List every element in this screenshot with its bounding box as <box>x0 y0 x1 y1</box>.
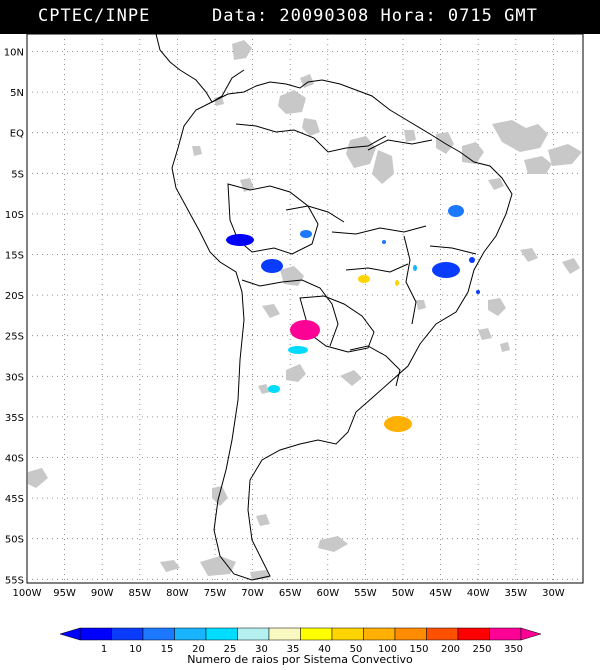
legend-value-label: 350 <box>504 644 523 655</box>
legend-value-label: 20 <box>192 644 205 655</box>
cell <box>469 257 475 263</box>
convective-systems <box>226 205 480 432</box>
legend-swatch <box>426 627 459 641</box>
legend-swatch <box>331 627 364 641</box>
legend-swatch <box>363 627 396 641</box>
lon-tick-label: 70W <box>241 588 264 599</box>
legend-value-label: 50 <box>350 644 363 655</box>
lat-tick-label: 45S <box>5 494 24 505</box>
legend-values: 1 10 15 20 25 30 35 40 50 100 150 200 250 350 <box>101 644 523 655</box>
cell <box>432 262 460 278</box>
legend-colorbar <box>59 627 542 641</box>
lon-tick-label: 45W <box>429 588 452 599</box>
lon-tick-label: 80W <box>166 588 189 599</box>
cell <box>261 259 283 273</box>
lon-tick-label: 50W <box>392 588 415 599</box>
lat-tick-label: 20S <box>5 291 24 302</box>
lat-tick-label: 15S <box>5 251 24 262</box>
legend-value-label: 10 <box>129 644 142 655</box>
lat-tick-label: 5S <box>11 169 24 180</box>
cell <box>382 240 386 244</box>
lat-tick-label: 35S <box>5 413 24 424</box>
lat-tick-label: 50S <box>5 535 24 546</box>
legend-value-label: 40 <box>318 644 331 655</box>
legend-value-label: 100 <box>378 644 397 655</box>
cell <box>268 385 280 393</box>
cell <box>288 346 308 354</box>
date-time-label: Data: 20090308 Hora: 0715 GMT <box>212 6 538 26</box>
lon-tick-label: 40W <box>467 588 490 599</box>
lat-tick-label: 40S <box>5 454 24 465</box>
lat-tick-label: 5N <box>10 88 24 99</box>
source-label: CPTEC/INPE <box>38 6 151 26</box>
legend-value-label: 25 <box>224 644 237 655</box>
legend-value-label: 250 <box>472 644 491 655</box>
lon-tick-label: 35W <box>504 588 527 599</box>
lat-tick-label: 10S <box>5 210 24 221</box>
cell <box>300 230 312 238</box>
cell <box>413 265 417 271</box>
legend-value-label: 1 <box>101 644 107 655</box>
legend-swatch <box>457 627 490 641</box>
legend-value-label: 150 <box>409 644 428 655</box>
legend-swatch <box>237 627 270 641</box>
legend-value-label: 15 <box>161 644 174 655</box>
lat-tick-label: EQ <box>10 129 24 140</box>
legend-swatch <box>142 627 175 641</box>
cell <box>476 290 480 294</box>
lat-tick-label: 10N <box>4 48 24 59</box>
cell <box>290 320 320 340</box>
legend-swatch <box>79 627 112 641</box>
lon-tick-label: 90W <box>91 588 114 599</box>
cell <box>395 280 399 286</box>
legend-arrow-right <box>520 627 542 641</box>
lon-tick-label: 75W <box>204 588 227 599</box>
lon-tick-label: 100W <box>13 588 42 599</box>
legend-caption: Numero de raios por Sistema Convectivo <box>187 653 413 666</box>
legend-swatch <box>300 627 333 641</box>
legend-swatch <box>268 627 301 641</box>
legend-swatch <box>489 627 522 641</box>
header-bar: CPTEC/INPE Data: 20090308 Hora: 0715 GMT <box>0 0 600 34</box>
legend-swatch <box>394 627 427 641</box>
lat-tick-label: 30S <box>5 372 24 383</box>
legend-arrow-left <box>59 627 81 641</box>
cloud-cover <box>28 40 582 580</box>
coastline <box>154 29 513 581</box>
lon-tick-label: 65W <box>279 588 302 599</box>
axis-labels: 100W 95W 90W 85W 80W 75W 70W 65W 60W 55W 50W 45W 40W… <box>4 48 565 600</box>
lon-tick-label: 30W <box>542 588 565 599</box>
legend-swatch <box>174 627 207 641</box>
cell <box>226 234 254 246</box>
lon-tick-label: 95W <box>53 588 76 599</box>
legend-value-label: 30 <box>255 644 268 655</box>
lat-tick-label: 55S <box>5 575 24 586</box>
lat-tick-label: 25S <box>5 332 24 343</box>
cell <box>358 275 370 283</box>
legend-value-label: 35 <box>287 644 300 655</box>
legend-swatch <box>111 627 144 641</box>
lon-tick-label: 55W <box>354 588 377 599</box>
cell <box>384 416 412 432</box>
legend-swatch <box>205 627 238 641</box>
lon-tick-label: 85W <box>128 588 151 599</box>
cell <box>448 205 464 217</box>
legend-value-label: 200 <box>441 644 460 655</box>
lon-tick-label: 60W <box>316 588 339 599</box>
